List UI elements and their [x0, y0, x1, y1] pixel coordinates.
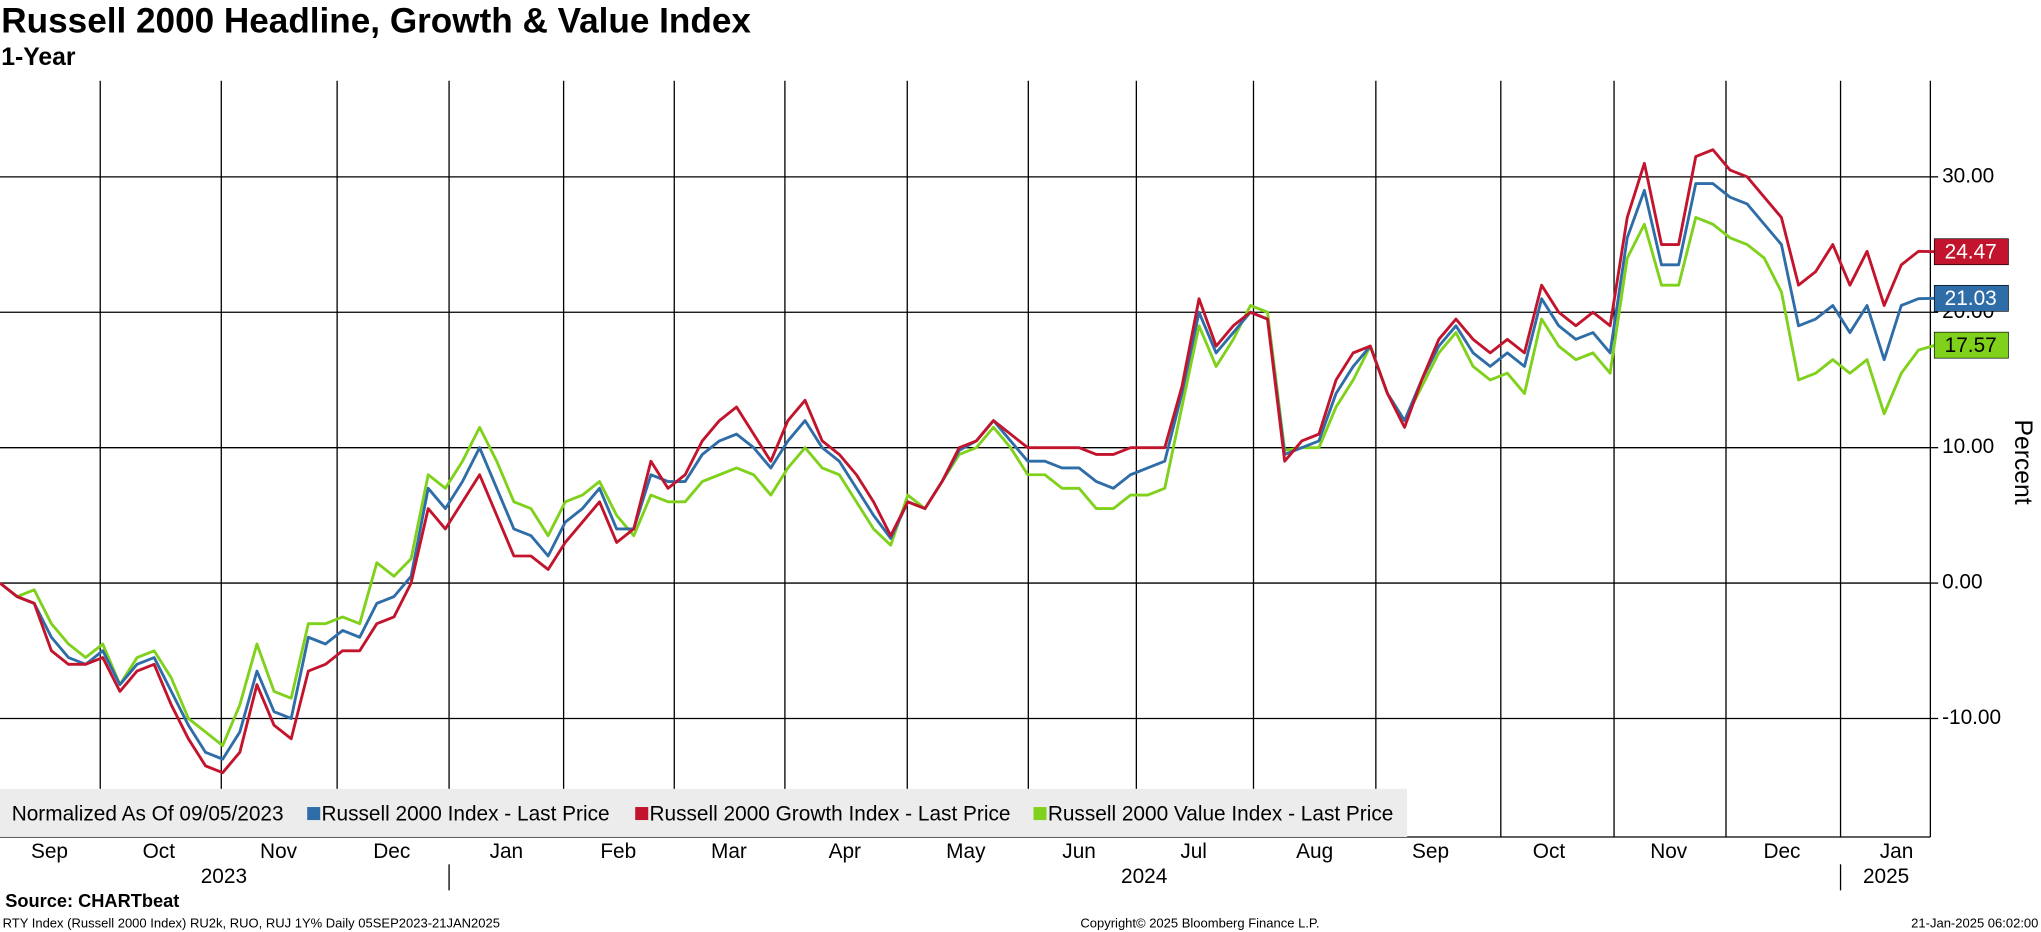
legend-swatch [635, 807, 649, 821]
x-tick-label: Nov [260, 840, 298, 863]
x-year-label: 2024 [1121, 865, 1167, 888]
x-tick-label: Jan [490, 840, 524, 863]
end-value-box [1933, 238, 2009, 266]
timestamp: 21-Jan-2025 06:02:00 [1911, 916, 2038, 931]
copyright: Copyright© 2025 Bloomberg Finance L.P. [1080, 916, 1319, 931]
end-value-label: 17.57 [1945, 334, 1997, 357]
x-tick-label: Jul [1180, 840, 1207, 863]
x-year-label: 2023 [201, 865, 247, 888]
series-line [0, 148, 1936, 775]
y-tick-label: -10.00 [1942, 706, 2001, 729]
x-tick-label: Dec [1763, 840, 1800, 863]
x-tick-label: Sep [1412, 840, 1449, 863]
x-tick-label: Mar [711, 840, 747, 863]
end-value-label: 24.47 [1945, 241, 1997, 264]
x-tick-label: May [946, 840, 986, 863]
x-tick-label: Dec [373, 840, 410, 863]
legend-label: Russell 2000 Growth Index - Last Price [650, 802, 1011, 825]
x-year-label: 2025 [1863, 865, 1909, 888]
legend-box [0, 788, 1408, 837]
legend-label: Russell 2000 Index - Last Price [322, 802, 610, 825]
x-tick-label: Oct [143, 840, 176, 863]
y-tick-label: 10.00 [1942, 435, 1994, 458]
series-line [0, 182, 1936, 761]
x-tick-label: Nov [1650, 840, 1688, 863]
legend-note: Normalized As Of 09/05/2023 [12, 802, 284, 825]
y-tick-label: 0.00 [1942, 571, 1983, 594]
y-tick-label: 30.00 [1942, 164, 1994, 187]
x-tick-label: Aug [1296, 840, 1333, 863]
series-line [0, 216, 1936, 748]
chart-subtitle: 1-Year [1, 44, 76, 71]
legend-label: Russell 2000 Value Index - Last Price [1048, 802, 1394, 825]
end-value-box [1933, 331, 2009, 359]
legend-swatch [1033, 807, 1047, 821]
end-value-box [1933, 284, 2009, 312]
footer-info: RTY Index (Russell 2000 Index) RU2k, RUO… [3, 916, 500, 931]
source: Source: CHARTbeat [5, 891, 179, 911]
legend-swatch [307, 807, 321, 821]
end-value-label: 21.03 [1945, 287, 1997, 310]
y-axis-label: Percent [2009, 419, 2036, 504]
x-tick-label: Oct [1533, 840, 1566, 863]
x-tick-label: Sep [31, 840, 68, 863]
x-tick-label: Feb [600, 840, 636, 863]
x-tick-label: Jan [1880, 840, 1914, 863]
chart-title: Russell 2000 Headline, Growth & Value In… [1, 2, 751, 41]
x-tick-label: Apr [829, 840, 861, 863]
x-tick-label: Jun [1062, 840, 1096, 863]
